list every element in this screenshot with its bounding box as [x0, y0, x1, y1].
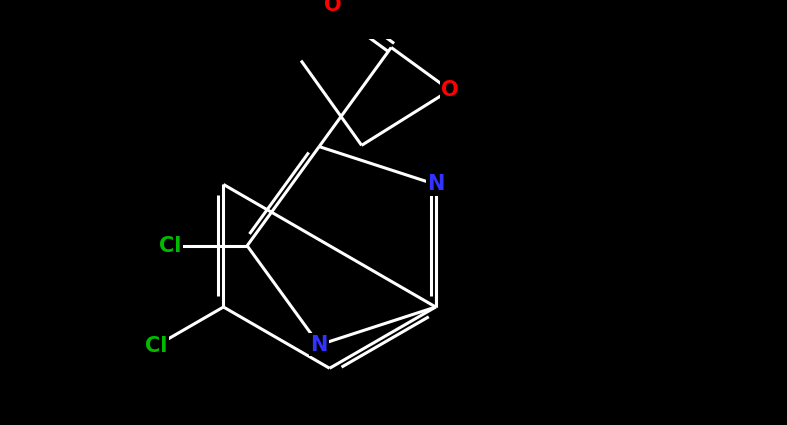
Text: O: O — [442, 80, 459, 100]
Text: Cl: Cl — [146, 336, 168, 356]
Text: Cl: Cl — [159, 236, 181, 256]
Text: N: N — [311, 335, 328, 355]
Text: N: N — [427, 174, 445, 195]
Text: O: O — [323, 0, 342, 15]
